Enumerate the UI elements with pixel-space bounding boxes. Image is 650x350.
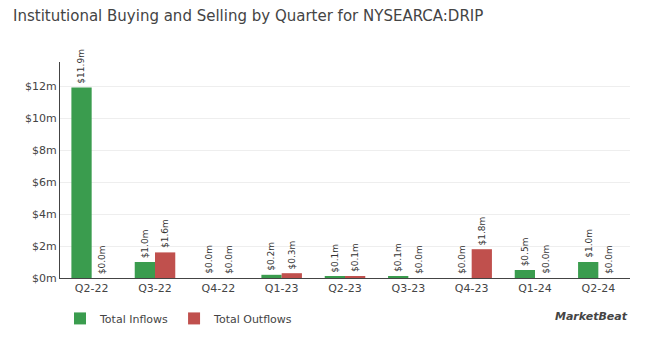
svg-text:Institutional Buying and Selli: Institutional Buying and Selling by Quar… [13,7,483,25]
svg-text:$0.0m: $0.0m [97,245,107,274]
svg-text:$10m: $10m [25,112,57,125]
svg-text:Q4-22: Q4-22 [202,282,236,295]
svg-text:$0.3m: $0.3m [287,241,297,270]
svg-text:$0.5m: $0.5m [520,238,530,267]
svg-text:Total Outflows: Total Outflows [213,313,292,326]
svg-text:Q3-22: Q3-22 [138,282,172,295]
svg-text:$0.0m: $0.0m [457,245,467,274]
svg-text:$0.0m: $0.0m [204,245,214,274]
svg-text:$1.6m: $1.6m [160,219,170,248]
svg-text:MarketBeat: MarketBeat [555,310,628,323]
svg-text:$4m: $4m [32,208,57,221]
svg-text:$8m: $8m [32,144,57,157]
svg-text:$12m: $12m [25,80,57,93]
svg-text:$1.0m: $1.0m [584,229,594,258]
svg-text:Q2-22: Q2-22 [75,282,109,295]
svg-text:$0.0m: $0.0m [414,245,424,274]
svg-text:$1.0m: $1.0m [140,230,150,259]
svg-text:$1.8m: $1.8m [477,217,487,246]
svg-text:$0.1m: $0.1m [393,243,403,272]
svg-text:Q2-23: Q2-23 [328,282,362,295]
svg-text:$2m: $2m [32,240,57,253]
svg-text:$0.0m: $0.0m [541,245,551,274]
svg-text:$0.1m: $0.1m [350,243,360,272]
svg-text:$11.9m: $11.9m [76,49,86,84]
svg-text:Q4-23: Q4-23 [455,282,489,295]
svg-text:Total Inflows: Total Inflows [99,313,168,326]
svg-text:$0.1m: $0.1m [330,244,340,273]
svg-text:Q2-24: Q2-24 [582,282,616,295]
svg-text:$0.0m: $0.0m [224,245,234,274]
svg-text:Q1-24: Q1-24 [518,282,552,295]
svg-text:Q1-23: Q1-23 [265,282,299,295]
svg-text:Q3-23: Q3-23 [392,282,426,295]
svg-text:$0.2m: $0.2m [266,242,276,271]
svg-text:$6m: $6m [32,176,57,189]
svg-text:$0m: $0m [32,272,57,285]
svg-text:$0.0m: $0.0m [604,245,614,274]
